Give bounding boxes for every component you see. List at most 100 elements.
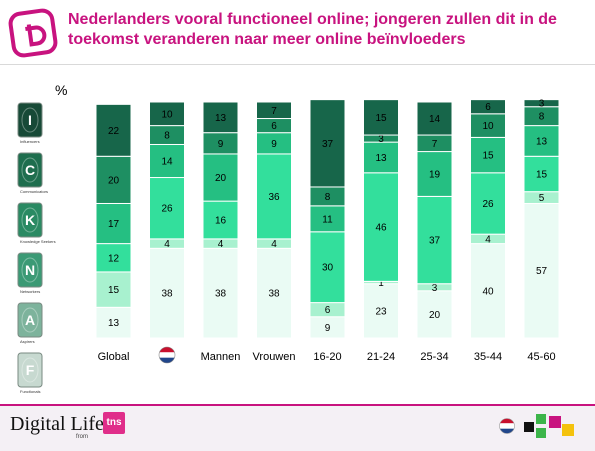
fingerprint-swirl-icon [21, 307, 39, 333]
data-label: 5 [539, 193, 545, 204]
data-label: 13 [108, 318, 120, 329]
data-label: 10 [161, 109, 173, 120]
legend-item-networkers: N Networkers [17, 252, 43, 294]
legend-item-aspirers: A Aspirers [17, 302, 43, 344]
data-label: 26 [161, 204, 173, 215]
bar-7: 40 4 26 15 10 6 [470, 99, 506, 339]
legend-letter: A [25, 312, 35, 328]
legend-letter: K [25, 212, 35, 228]
data-label: 20 [429, 310, 441, 321]
tns-logo: tns [103, 412, 125, 434]
data-label: 17 [108, 219, 120, 230]
bar-segment-influencers [202, 101, 239, 134]
data-label: 15 [482, 151, 494, 162]
bar-segment-knowledge-seekers [149, 143, 185, 179]
legend-item-knowledge-seekers: K Knowledge Seekers [17, 202, 56, 244]
bar-segment-influencers [309, 99, 346, 188]
legend-name: Communicators [20, 189, 48, 194]
data-label: 57 [536, 266, 548, 277]
data-label: 4 [164, 239, 170, 250]
bar-segment-networkers [309, 231, 346, 304]
x-tick-label: 16-20 [313, 351, 341, 363]
data-label: 3 [539, 99, 545, 110]
legend-fingerprint-icon [17, 352, 43, 388]
fingerprint-swirl-icon [21, 257, 39, 283]
legend-letter: F [26, 362, 35, 378]
data-label: 6 [325, 305, 331, 316]
bar-segment-networkers [256, 153, 292, 240]
legend-name: Knowledge Seekers [20, 239, 56, 244]
data-label: 38 [161, 289, 173, 300]
bar-3: 38 4 36 9 6 7 [256, 101, 292, 339]
brand-logo-icon [8, 8, 58, 58]
footer-brand-sub: from [76, 434, 88, 440]
data-label: 13 [215, 113, 227, 124]
data-label: 4 [218, 239, 224, 250]
data-label: 19 [429, 169, 441, 180]
bar-segment-functionals [95, 306, 132, 339]
x-tick-label: 21-24 [367, 351, 395, 363]
fingerprint-swirl-icon [21, 107, 39, 133]
footer-bar [0, 404, 595, 451]
x-tick-label: 25-34 [420, 351, 448, 363]
unit-label: % [55, 82, 68, 98]
bar-segment-networkers [416, 195, 453, 285]
bar-segment-knowledge-seekers [416, 151, 453, 197]
data-label: 38 [215, 289, 227, 300]
bar-0: 13 15 12 17 20 22 [95, 103, 132, 339]
bar-1: 38 4 26 14 8 10 [149, 101, 185, 339]
data-label: 7 [271, 106, 277, 117]
bar-segment-influencers [149, 101, 185, 127]
data-label: 6 [485, 102, 491, 113]
x-tick-label: 45-60 [527, 351, 555, 363]
colored-squares-logo-icon [524, 414, 574, 438]
bar-segment-functionals [256, 247, 292, 339]
legend-item-functionals: F Functionals [17, 352, 43, 394]
bar-2: 38 4 16 20 9 13 [202, 101, 239, 339]
bar-5: 23 1 46 13 3 15 [363, 99, 399, 339]
bar-segment-knowledge-seekers [523, 125, 560, 157]
legend-fingerprint-icon [17, 102, 43, 138]
data-label: 4 [271, 239, 277, 250]
fingerprint-swirl-icon [21, 207, 39, 233]
data-label: 14 [429, 114, 441, 125]
x-tick-label: Mannen [201, 351, 241, 363]
data-label: 8 [539, 112, 545, 123]
data-label: 3 [378, 134, 384, 145]
netherlands-flag-icon [499, 418, 515, 434]
segment-legend: I Influencers C Communicators K Knowledge See… [17, 102, 56, 394]
data-label: 26 [482, 199, 494, 210]
legend-fingerprint-icon [17, 152, 43, 188]
bar-segment-functionals [149, 247, 185, 339]
legend-name: Influencers [20, 139, 40, 144]
data-label: 36 [268, 192, 280, 203]
bar-segment-networkers [95, 243, 132, 273]
data-label: 15 [536, 169, 548, 180]
bar-segment-networkers [523, 155, 560, 193]
bar-segment-functionals [363, 283, 399, 339]
x-tick-label: Global [98, 351, 130, 363]
bar-segment-functionals [416, 290, 453, 339]
bar-4: 9 6 30 11 8 37 [309, 99, 346, 339]
data-label: 30 [322, 263, 334, 274]
bar-segment-influencers [523, 99, 560, 108]
data-label: 38 [268, 289, 280, 300]
bar-segment-networkers [470, 172, 506, 235]
data-label: 13 [375, 153, 387, 164]
data-label: 8 [325, 192, 331, 203]
bar-segment-influencers [95, 103, 132, 157]
data-label: 9 [271, 139, 277, 150]
data-label: 22 [108, 126, 120, 137]
bar-segment-aspirers [95, 271, 132, 308]
title-line-1: Nederlanders vooral functioneel online; … [68, 11, 557, 28]
data-label: 14 [161, 157, 173, 168]
data-label: 15 [375, 113, 387, 124]
bar-6: 20 3 37 19 7 14 [416, 101, 453, 339]
legend-item-communicators: C Communicators [17, 152, 48, 194]
data-label: 10 [482, 121, 494, 132]
bar-segment-functionals [470, 243, 506, 339]
bar-segment-influencers [416, 101, 453, 136]
legend-name: Networkers [20, 289, 40, 294]
bar-segment-influencers [256, 101, 292, 120]
data-label: 20 [108, 175, 120, 186]
